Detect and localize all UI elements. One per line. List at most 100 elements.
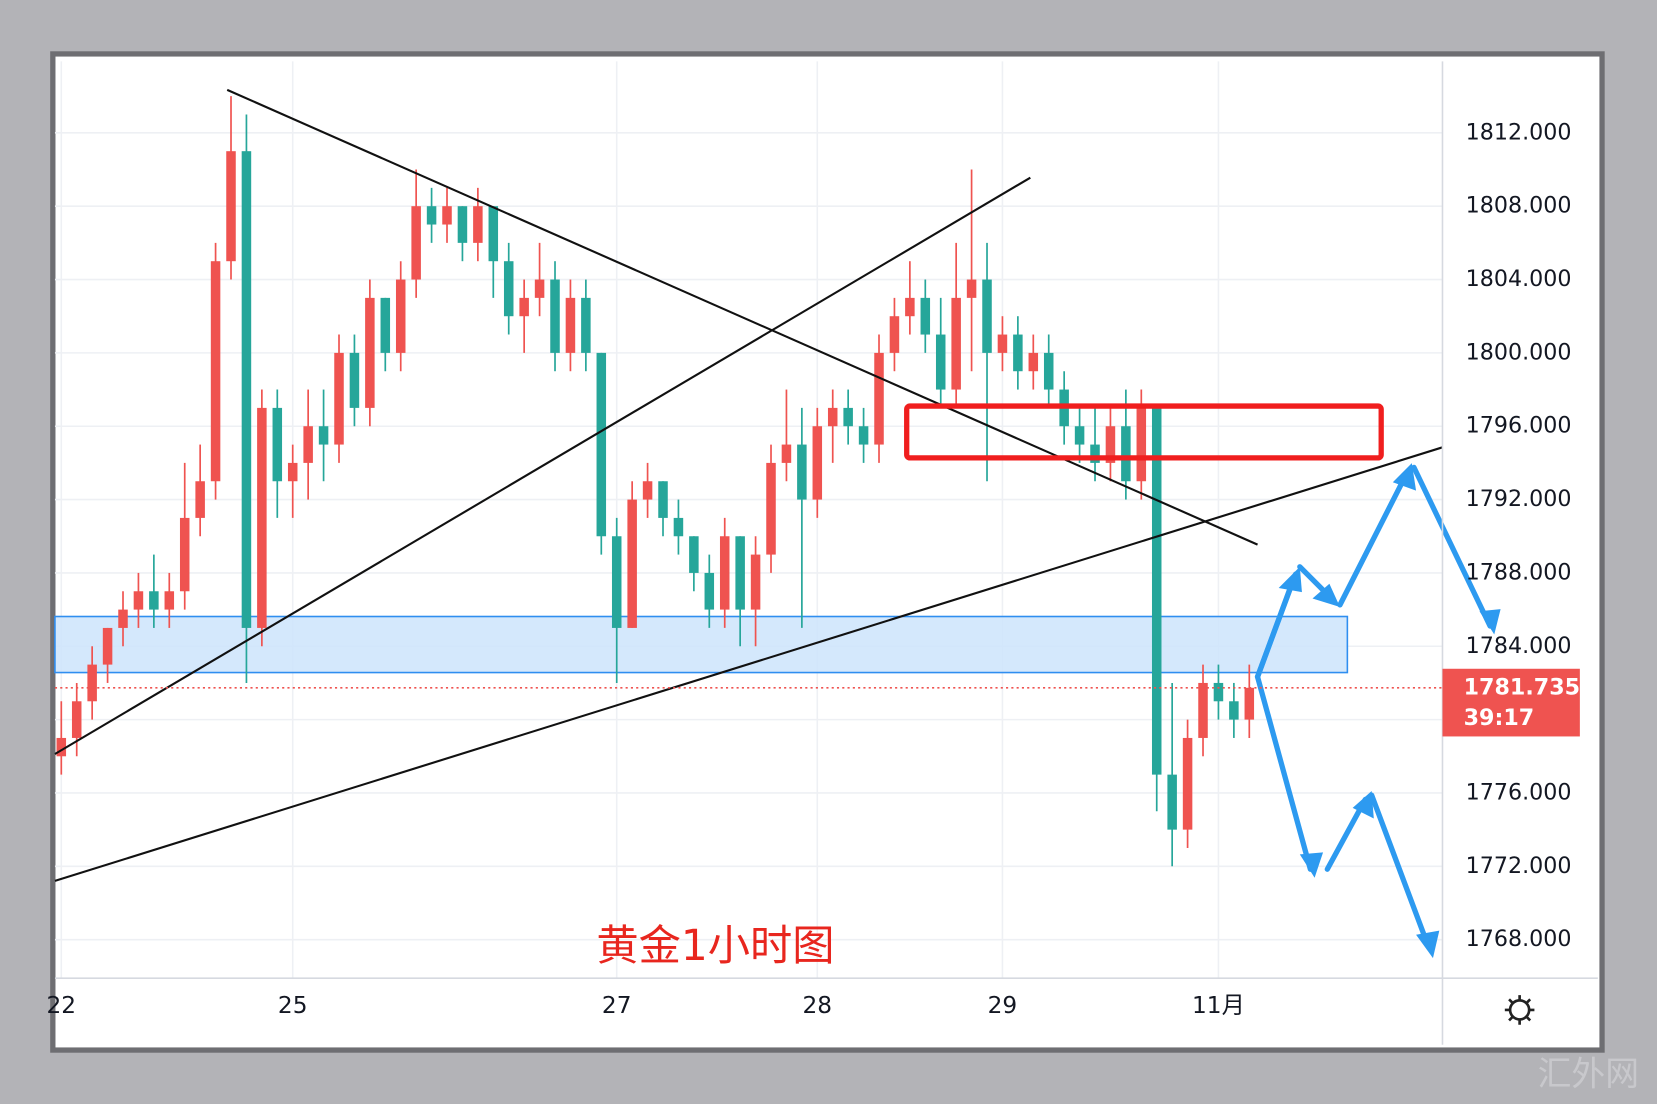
candle-body [56, 737, 67, 757]
candle-body [534, 279, 545, 298]
x-tick-label: 29 [988, 992, 1018, 1019]
candle-body [858, 426, 869, 445]
candle-body [704, 572, 715, 610]
x-tick-label: 11月 [1192, 992, 1245, 1019]
candle-body [457, 206, 468, 243]
candle-body [1182, 737, 1193, 830]
candle-body [905, 297, 915, 317]
candle-body [195, 481, 205, 518]
settings[interactable] [1504, 995, 1535, 1025]
candle-body [149, 591, 159, 610]
candle-body [226, 151, 236, 262]
y-tick-label: 1784.000 [1466, 633, 1572, 659]
candle-body [179, 517, 190, 592]
candle-body [1229, 701, 1239, 720]
x-tick-label: 27 [602, 992, 632, 1019]
arrow [1337, 468, 1411, 608]
candle-body [349, 352, 360, 408]
last-price-box [1442, 668, 1580, 737]
candle-body [426, 206, 437, 225]
candle-body [689, 536, 699, 573]
candle-body [797, 444, 807, 500]
candle-body [889, 316, 900, 353]
arrow-head [1312, 583, 1340, 607]
candle-body [272, 407, 283, 482]
candle-body [982, 279, 992, 353]
candle-body [935, 334, 946, 390]
candle-body [1105, 426, 1116, 463]
candle-body [1167, 774, 1177, 830]
arrow-head [1299, 852, 1324, 878]
candle-body [164, 591, 175, 610]
arrow-head [1392, 463, 1417, 491]
chart-title: 黄金1小时图 [596, 921, 834, 970]
candle-body [334, 352, 344, 445]
candle-body [966, 279, 977, 298]
candle-body [550, 279, 560, 353]
candle-body [1013, 334, 1023, 372]
x-tick-label: 25 [278, 992, 308, 1019]
arrow [1254, 674, 1314, 872]
candle-body [1151, 407, 1162, 775]
candle-body [1198, 682, 1208, 738]
candle-body [1136, 407, 1147, 482]
candle-body [257, 407, 267, 628]
arrow-heads [1278, 463, 1501, 959]
candle-body [87, 664, 97, 702]
candle-body [287, 462, 298, 482]
candle-body [1121, 426, 1131, 482]
candle-body [827, 407, 838, 427]
candle-body [658, 481, 668, 518]
candle-body [395, 279, 406, 353]
arrow [1411, 464, 1493, 629]
candle-body [750, 554, 761, 610]
candle-body [1028, 352, 1039, 372]
arrow-head [1479, 609, 1501, 635]
candle-body [488, 206, 499, 262]
trend-line [226, 88, 1258, 546]
candle-body [1090, 444, 1100, 463]
trend-line [54, 176, 1031, 755]
drawings [54, 88, 1443, 882]
candle-body [766, 462, 776, 555]
candle-body [133, 591, 144, 610]
candle-body [781, 444, 792, 463]
arrow-head [1416, 930, 1440, 959]
candle-body [627, 499, 637, 628]
candle-body [596, 352, 607, 537]
candle-body [365, 297, 375, 408]
candle-body [1074, 426, 1085, 445]
arrow [1254, 571, 1299, 680]
y-tick-label: 1808.000 [1466, 193, 1572, 219]
countdown-label: 39:17 [1464, 705, 1535, 731]
candle-body [735, 536, 745, 610]
y-tick-label: 1772.000 [1466, 853, 1572, 879]
y-tick-label: 1800.000 [1466, 339, 1572, 365]
y-tick-label: 1796.000 [1466, 413, 1572, 439]
candle-body [241, 151, 252, 628]
candle-body [642, 481, 653, 500]
candle-body [503, 261, 514, 317]
last-price-label: 1781.735 [1464, 674, 1580, 700]
y-tick-label: 1776.000 [1466, 779, 1572, 805]
candle-body [1213, 682, 1224, 702]
x-tick-label: 28 [803, 992, 833, 1019]
candle-body [210, 261, 221, 482]
grid [54, 61, 1443, 979]
candle-body [673, 517, 684, 537]
watermark: 汇外网 [1538, 1054, 1639, 1093]
candles [56, 96, 1255, 867]
trend-line [54, 446, 1443, 882]
candle-body [442, 206, 452, 225]
arrow [1369, 792, 1432, 951]
chart-panel [50, 51, 1605, 1053]
settings-icon-teeth [1504, 995, 1535, 1025]
support-zone [54, 615, 1349, 674]
x-tick-label: 22 [47, 992, 77, 1019]
candle-body [874, 352, 884, 445]
candle-body [1244, 687, 1255, 720]
candle-body [951, 297, 961, 390]
y-tick-label: 1812.000 [1466, 119, 1572, 145]
arrow-head [1278, 566, 1302, 593]
